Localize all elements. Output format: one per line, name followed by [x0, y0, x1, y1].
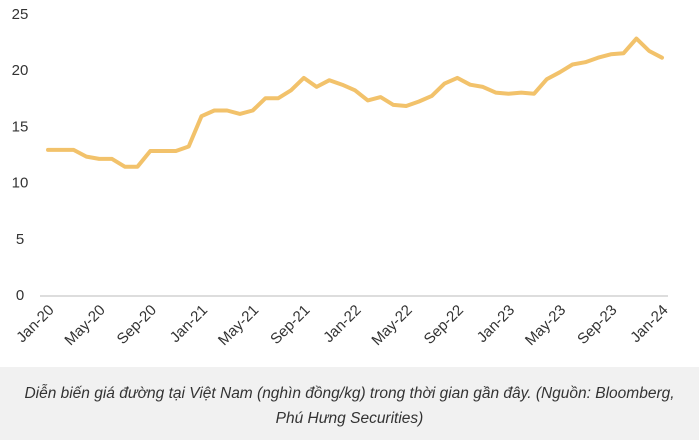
x-tick-label: May-22 [368, 302, 415, 349]
x-tick-label: Jan-22 [320, 302, 364, 346]
x-tick-label: Sep-22 [421, 302, 467, 348]
x-tick-label: May-20 [61, 302, 108, 349]
y-tick-label: 25 [12, 6, 29, 23]
x-tick-label: Sep-23 [574, 302, 620, 348]
caption: Diễn biến giá đường tại Việt Nam (nghìn … [0, 367, 699, 440]
x-tick-label: Jan-24 [627, 302, 671, 346]
x-tick-label: Sep-21 [267, 302, 313, 348]
y-tick-label: 15 [12, 118, 29, 135]
x-tick-label: May-21 [215, 302, 262, 349]
x-tick-label: May-23 [522, 302, 569, 349]
y-tick-label: 10 [12, 175, 29, 192]
chart: 0 5 10 15 20 25 Jan-20 May-20 Sep-20 Jan-21 May-21… [12, 6, 672, 349]
x-tick-label: Jan-23 [474, 302, 518, 346]
y-tick-label: 20 [12, 62, 29, 79]
x-tick-label: Jan-20 [13, 302, 57, 346]
x-tick-label: Sep-20 [114, 302, 160, 348]
x-tick-label: Jan-21 [167, 302, 211, 346]
y-tick-label: 0 [16, 287, 24, 304]
line [46, 36, 664, 169]
y-tick-label: 5 [16, 231, 24, 248]
